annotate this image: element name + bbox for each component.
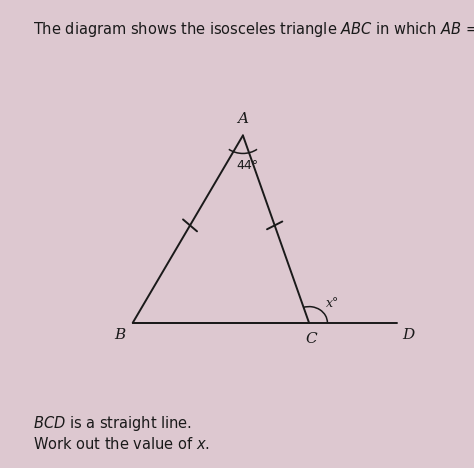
Text: A: A (237, 112, 248, 126)
Text: x°: x° (326, 297, 339, 309)
Text: 44°: 44° (236, 159, 258, 172)
Text: The diagram shows the isosceles triangle $\mathit{ABC}$ in which $\mathit{AB}$ =: The diagram shows the isosceles triangle… (33, 20, 474, 39)
Text: Work out the value of $\mathit{x}$.: Work out the value of $\mathit{x}$. (33, 436, 210, 452)
Text: D: D (403, 328, 415, 342)
Text: C: C (305, 332, 317, 346)
Text: B: B (114, 328, 125, 342)
Text: $\mathit{BCD}$ is a straight line.: $\mathit{BCD}$ is a straight line. (33, 414, 192, 433)
